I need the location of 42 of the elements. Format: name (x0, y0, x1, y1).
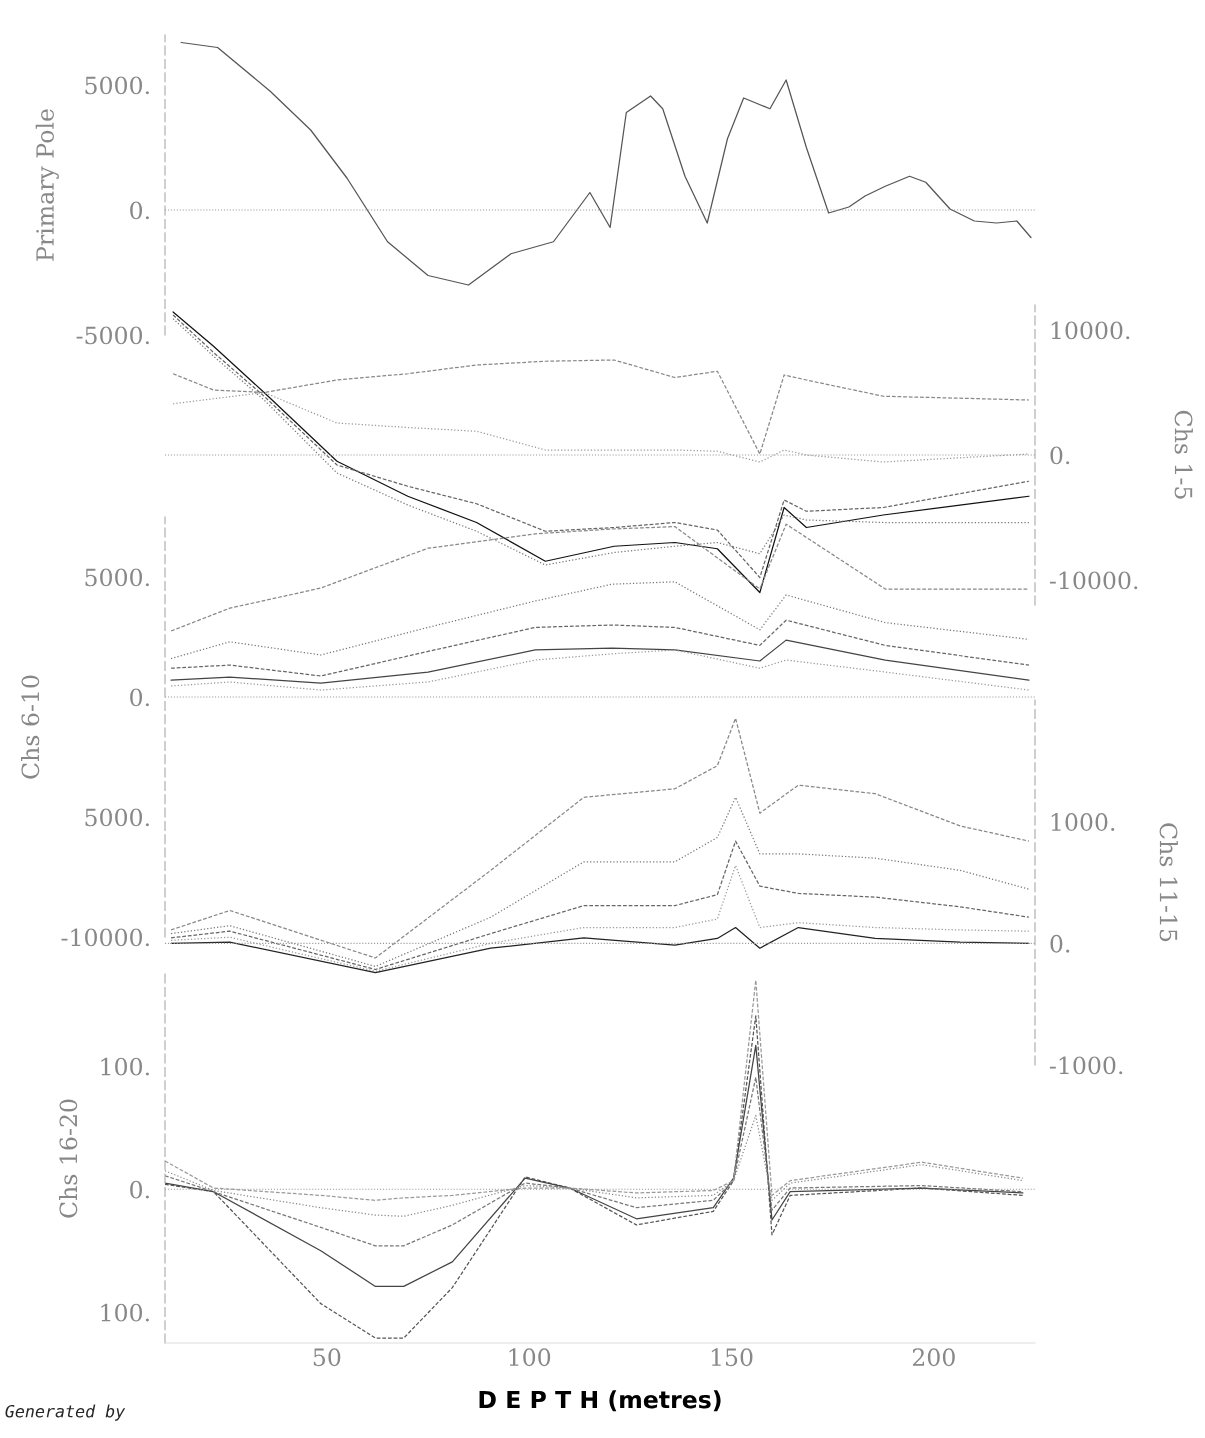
y-tick-label: 5000. (85, 76, 149, 95)
line-series (172, 359, 1030, 455)
y-tick-label: 5000. (85, 568, 149, 587)
y-tick-label: 5000. (85, 808, 149, 827)
x-tick-label: 100 (509, 1348, 551, 1367)
y-axis-title: Chs 16-20 (59, 1099, 78, 1218)
text: Generated by (5, 1404, 126, 1421)
line-series (165, 1114, 1024, 1217)
line-series (165, 1076, 1024, 1247)
x-tick-label: 200 (912, 1348, 955, 1367)
line-series (170, 619, 1030, 677)
line-series (170, 717, 1030, 959)
y2-tick-label: -10000. (1049, 571, 1138, 590)
y-tick-label: 100. (101, 1303, 149, 1322)
y-tick-label: -5000. (76, 326, 149, 345)
line-series (165, 1044, 1024, 1288)
line-series (165, 1015, 1024, 1339)
y-tick-label: 100. (101, 1057, 149, 1076)
y-tick-label: 0. (130, 201, 149, 220)
y2-tick-label: 0. (1050, 934, 1070, 953)
y-axis-title: Chs 6-10 (21, 675, 40, 779)
y2-tick-label: 10000. (1051, 321, 1130, 340)
y2-axis-title: Chs 1-5 (1174, 410, 1193, 499)
y-tick-label: 0. (130, 1180, 149, 1199)
line-series (170, 649, 1030, 691)
line-series (170, 639, 1030, 684)
line-series (170, 926, 1030, 974)
line-series (170, 581, 1030, 660)
y2-tick-label: -1000. (1049, 1056, 1123, 1075)
y2-tick-label: 1000. (1051, 813, 1115, 831)
line-series (170, 796, 1030, 968)
x-tick-label: 150 (711, 1348, 753, 1367)
y-tick-label: -10000. (61, 928, 149, 947)
line-series (170, 523, 1030, 632)
y2-axis-title: Chs 11-15 (1159, 823, 1178, 942)
x-axis-title: D E P T H (metres) (479, 1390, 721, 1412)
y-tick-label: 0. (130, 688, 149, 707)
line-series (180, 41, 1032, 286)
x-tick-label: 50 (313, 1348, 341, 1367)
y2-tick-label: 0. (1050, 446, 1070, 465)
y-axis-title: Primary Pole (35, 109, 59, 261)
line-series (170, 840, 1030, 971)
